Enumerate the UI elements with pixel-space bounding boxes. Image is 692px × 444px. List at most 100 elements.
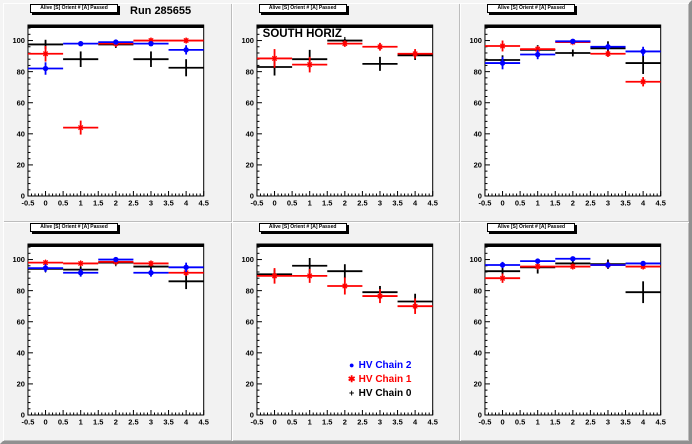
- svg-text:4.5: 4.5: [656, 198, 666, 207]
- svg-text:0: 0: [478, 192, 482, 201]
- svg-text:80: 80: [17, 286, 25, 295]
- svg-text:3.5: 3.5: [163, 417, 173, 426]
- svg-text:1: 1: [536, 417, 540, 426]
- svg-text:-0.5: -0.5: [479, 417, 492, 426]
- pad-title-text: Alive [S] Orient # [A] Passed: [497, 5, 566, 11]
- svg-text:2: 2: [342, 198, 346, 207]
- svg-text:40: 40: [245, 349, 253, 358]
- svg-text:4: 4: [641, 198, 646, 207]
- pad-title-box: Alive [S] Orient # [A] Passed: [487, 4, 576, 13]
- svg-text:0: 0: [43, 417, 47, 426]
- run-number-label: Run 285655: [130, 5, 192, 17]
- svg-text:100: 100: [470, 36, 482, 45]
- svg-text:60: 60: [474, 98, 482, 107]
- svg-text:3.5: 3.5: [392, 417, 402, 426]
- svg-text:80: 80: [474, 286, 482, 295]
- svg-text:100: 100: [12, 36, 24, 45]
- svg-text:2.5: 2.5: [586, 198, 596, 207]
- svg-text:20: 20: [245, 380, 253, 389]
- pad-title-box: Alive [S] Orient # [A] Passed: [487, 223, 576, 232]
- svg-text:0.5: 0.5: [287, 417, 297, 426]
- svg-text:60: 60: [17, 317, 25, 326]
- svg-text:1: 1: [536, 198, 540, 207]
- svg-text:-0.5: -0.5: [250, 198, 263, 207]
- svg-text:3: 3: [149, 198, 153, 207]
- svg-text:0: 0: [21, 192, 25, 201]
- svg-text:3.5: 3.5: [392, 198, 402, 207]
- svg-text:2: 2: [571, 198, 575, 207]
- legend-item-hv-chain-1: ✱ HV Chain 1: [345, 372, 412, 386]
- svg-text:2.5: 2.5: [128, 417, 138, 426]
- svg-text:4.5: 4.5: [427, 198, 437, 207]
- svg-text:100: 100: [241, 255, 253, 264]
- svg-text:1.5: 1.5: [322, 417, 332, 426]
- pad-top-middle: Alive [S] Orient # [A] Passed SOUTH HORI…: [231, 3, 461, 222]
- svg-text:2.5: 2.5: [357, 417, 367, 426]
- svg-text:0: 0: [21, 411, 25, 420]
- svg-text:-0.5: -0.5: [250, 417, 263, 426]
- svg-text:1: 1: [307, 198, 311, 207]
- star-icon: ✱: [347, 374, 356, 384]
- svg-text:40: 40: [245, 130, 253, 139]
- svg-text:3: 3: [378, 417, 382, 426]
- pad-title-box: Alive [S] Orient # [A] Passed: [258, 4, 347, 13]
- svg-text:80: 80: [245, 67, 253, 76]
- svg-text:60: 60: [474, 317, 482, 326]
- legend-label: HV Chain 1: [358, 373, 412, 385]
- pad-title-text: Alive [S] Orient # [A] Passed: [497, 224, 566, 230]
- svg-text:0: 0: [249, 411, 253, 420]
- svg-text:80: 80: [245, 286, 253, 295]
- svg-text:0: 0: [43, 198, 47, 207]
- pad-title-text: Alive [S] Orient # [A] Passed: [268, 5, 337, 11]
- pad-title-text: Alive [S] Orient # [A] Passed: [40, 5, 108, 11]
- legend-item-hv-chain-0: + HV Chain 0: [345, 386, 412, 400]
- svg-text:4: 4: [413, 417, 418, 426]
- svg-text:0.5: 0.5: [515, 198, 525, 207]
- svg-text:0.5: 0.5: [58, 417, 68, 426]
- svg-text:-0.5: -0.5: [479, 198, 492, 207]
- legend-item-hv-chain-2: ● HV Chain 2: [345, 358, 412, 372]
- svg-text:1: 1: [79, 198, 83, 207]
- svg-text:1.5: 1.5: [93, 198, 103, 207]
- svg-text:20: 20: [17, 380, 25, 389]
- circle-icon: ●: [348, 360, 355, 370]
- svg-text:20: 20: [474, 161, 482, 170]
- svg-text:1.5: 1.5: [93, 417, 103, 426]
- svg-text:4: 4: [413, 198, 418, 207]
- svg-text:60: 60: [245, 317, 253, 326]
- svg-text:1: 1: [79, 417, 83, 426]
- svg-text:4.5: 4.5: [656, 417, 666, 426]
- svg-text:4.5: 4.5: [198, 417, 208, 426]
- svg-text:2: 2: [571, 417, 575, 426]
- svg-text:20: 20: [17, 161, 25, 170]
- svg-text:2.5: 2.5: [357, 198, 367, 207]
- pad-top-left: Alive [S] Orient # [A] Passed Run 285655…: [3, 3, 232, 222]
- svg-text:0: 0: [501, 417, 505, 426]
- svg-text:4: 4: [184, 198, 189, 207]
- pad-top-right: Alive [S] Orient # [A] Passed 0 20 40 60 80 1…: [460, 3, 689, 222]
- svg-text:1.5: 1.5: [550, 417, 560, 426]
- svg-text:-0.5: -0.5: [22, 417, 35, 426]
- svg-text:80: 80: [17, 67, 25, 76]
- svg-text:2.5: 2.5: [128, 198, 138, 207]
- pad-title-box: Alive [S] Orient # [A] Passed: [30, 4, 118, 13]
- svg-text:20: 20: [474, 380, 482, 389]
- svg-text:2: 2: [114, 198, 118, 207]
- pad-title-box: Alive [S] Orient # [A] Passed: [30, 223, 118, 232]
- svg-text:100: 100: [241, 36, 253, 45]
- svg-text:0: 0: [249, 192, 253, 201]
- svg-text:0.5: 0.5: [287, 198, 297, 207]
- svg-text:0.5: 0.5: [515, 417, 525, 426]
- svg-text:3: 3: [378, 198, 382, 207]
- legend-label: HV Chain 0: [358, 387, 412, 399]
- svg-text:60: 60: [245, 98, 253, 107]
- svg-text:3.5: 3.5: [163, 198, 173, 207]
- svg-text:40: 40: [17, 130, 25, 139]
- pad-title-text: Alive [S] Orient # [A] Passed: [40, 224, 108, 230]
- svg-text:60: 60: [17, 98, 25, 107]
- svg-text:4.5: 4.5: [427, 417, 437, 426]
